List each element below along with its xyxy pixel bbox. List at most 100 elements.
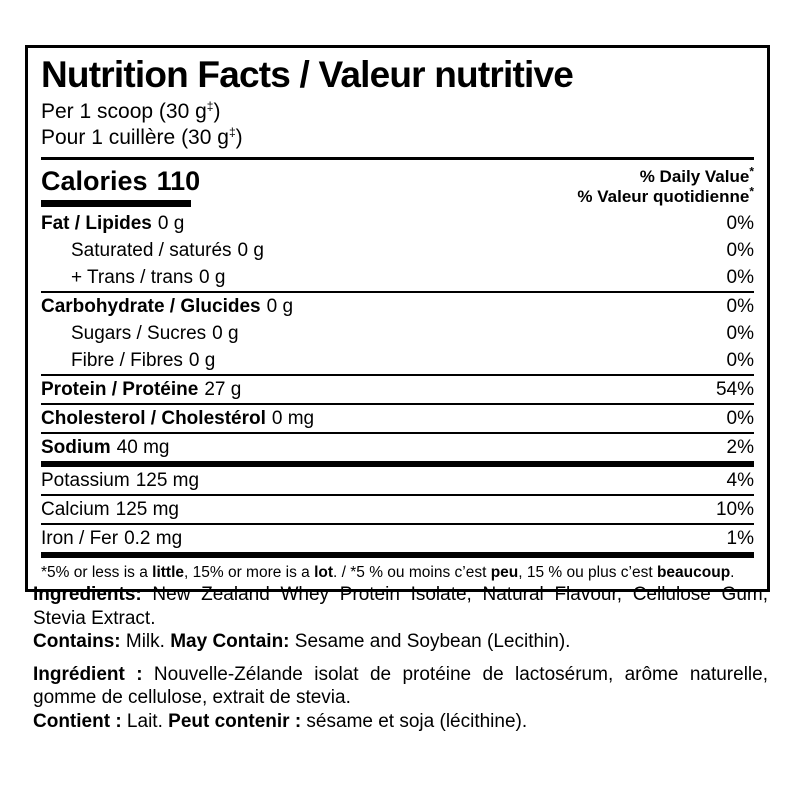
nutrient-amount: 0 g [188,349,216,371]
daily-value-header-fr-text: % Valeur quotidienne [577,187,750,206]
divider-thin [41,494,754,496]
nutrient-name: Sodium [41,436,111,458]
nutrient-daily-value: 10% [715,498,754,520]
nutrient-row-potassium: Potassium 125 mg 4% [41,467,754,494]
nutrient-row-saturated: Saturated / saturés 0 g 0% [41,237,754,264]
ingredients-fr-text: Nouvelle-Zélande isolat de protéine de l… [33,663,768,709]
nutrient-amount: 0 g [198,266,226,288]
nutrient-amount: 125 mg [115,498,179,520]
may-contain-fr-label: Peut contenir : [168,710,302,732]
nutrient-row-cholesterol: Cholesterol / Cholestérol 0 mg 0% [41,405,754,432]
nutrient-daily-value: 0% [726,212,754,234]
nutrient-amount: 40 mg [116,436,170,458]
nutrient-daily-value: 54% [715,378,754,400]
nutrient-name: Potassium [41,469,130,491]
nutrient-amount: 0 g [237,239,264,261]
nutrient-daily-value: 0% [726,266,754,288]
daily-value-footnote: *5% or less is a little, 15% or more is … [41,552,754,589]
divider-thin [41,432,754,434]
footnote-bold-lot: lot [314,564,334,581]
nutrient-name: Sugars / Sucres [71,322,207,344]
ingredients-fr: Ingrédient : Nouvelle-Zélande isolat de … [33,663,768,710]
nutrient-amount: 27 g [204,378,242,400]
ingredients-section: Ingredients: New Zealand Whey Protein Is… [33,583,768,733]
daily-value-header-en: % Daily Value* [577,164,754,187]
nutrient-daily-value: 0% [726,322,754,344]
calories-row: Calories 110 % Daily Value* % Valeur quot… [41,160,754,210]
serving-size-en-close: ) [213,100,221,123]
serving-size-en: Per 1 scoop (30 g‡) [41,99,754,125]
nutrient-name: Saturated / saturés [71,239,232,261]
nutrient-daily-value: 1% [726,527,754,549]
nutrient-name: Calcium [41,498,110,520]
nutrient-daily-value: 4% [726,469,754,491]
footnote-text: . / *5 % ou moins c’est [333,564,491,581]
nutrient-row-sugars: Sugars / Sucres 0 g 0% [41,320,754,347]
contains-en-text: Milk. [120,631,171,652]
contains-fr-label: Contient : [33,710,122,732]
daily-value-header: % Daily Value* % Valeur quotidienne* [577,164,754,207]
nutrient-name: + Trans / trans [71,266,193,288]
daily-value-header-en-text: % Daily Value [639,167,750,186]
panel-title: Nutrition Facts / Valeur nutritive [41,54,574,95]
footnote-text: , 15% or more is a [184,564,315,581]
nutrient-name: Carbohydrate / Glucides [41,295,261,317]
nutrient-amount: 0 g [212,322,239,344]
calories-value: 110 [156,166,201,196]
calories-text: Calories 110 [41,166,200,196]
serving-size-en-text: Per 1 scoop (30 g [41,100,207,123]
nutrient-name: Cholesterol / Cholestérol [41,407,266,429]
divider-thin [41,523,754,525]
serving-size-fr: Pour 1 cuillère (30 g‡) [41,125,754,151]
nutrient-daily-value: 0% [726,239,754,261]
nutrient-amount: 0 mg [271,407,315,429]
asterisk-symbol: * [749,164,754,179]
nutrient-amount: 125 mg [135,469,200,491]
double-dagger-symbol: ‡ [206,99,214,113]
ingredients-en-text: New Zealand Whey Protein Isolate, Natura… [33,584,768,629]
may-contain-fr-text: sésame et soja (lécithine). [301,710,528,732]
nutrient-row-sodium: Sodium 40 mg 2% [41,434,754,461]
footnote-text: , 15 % ou plus c’est [518,564,657,581]
nutrient-name: Fibre / Fibres [71,349,183,371]
asterisk-symbol: * [749,184,754,199]
nutrient-row-fat: Fat / Lipides 0 g 0% [41,210,754,237]
nutrient-daily-value: 0% [726,295,754,317]
divider-thick [41,461,754,467]
nutrient-name: Fat / Lipides [41,212,152,234]
divider-thin [41,374,754,376]
footnote-bold-beaucoup: beaucoup [656,564,731,581]
divider-thin [41,291,754,293]
calories-block: Calories 110 [41,166,200,207]
nutrient-row-trans: + Trans / trans 0 g 0% [41,264,754,291]
nutrient-amount: 0 g [266,295,294,317]
nutrient-row-protein: Protein / Protéine 27 g 54% [41,376,754,403]
nutrient-amount: 0.2 mg [124,527,183,549]
ingredients-fr-label: Ingrédient : [33,663,143,685]
daily-value-header-fr: % Valeur quotidienne* [577,184,754,207]
ingredients-en: Ingredients: New Zealand Whey Protein Is… [33,583,768,630]
nutrient-daily-value: 2% [726,436,754,458]
nutrient-row-calcium: Calcium 125 mg 10% [41,496,754,523]
nutrient-daily-value: 0% [726,349,754,371]
footnote-bold-peu: peu [490,564,519,581]
nutrient-row-carbohydrate: Carbohydrate / Glucides 0 g 0% [41,293,754,320]
contains-fr: Contient : Lait. Peut contenir : sésame … [33,710,768,734]
divider-thin [41,403,754,405]
nutrient-row-fibre: Fibre / Fibres 0 g 0% [41,347,754,374]
calories-label: Calories [41,166,148,196]
footnote-text: *5% or less is a [41,564,153,581]
may-contain-en-text: Sesame and Soybean (Lecithin). [289,631,571,652]
contains-fr-text: Lait. [121,710,169,732]
serving-size-fr-text: Pour 1 cuillère (30 g [41,126,229,149]
double-dagger-symbol: ‡ [228,125,236,139]
nutrient-row-iron: Iron / Fer 0.2 mg 1% [41,525,754,552]
may-contain-en-label: May Contain: [170,631,290,652]
serving-size-fr-close: ) [235,126,243,149]
nutrient-name: Iron / Fer [41,527,119,549]
footnote-bold-little: little [152,564,185,581]
divider-medium [41,157,754,160]
footnote-text: . [730,564,735,581]
ingredients-en-label: Ingredients: [33,584,142,605]
